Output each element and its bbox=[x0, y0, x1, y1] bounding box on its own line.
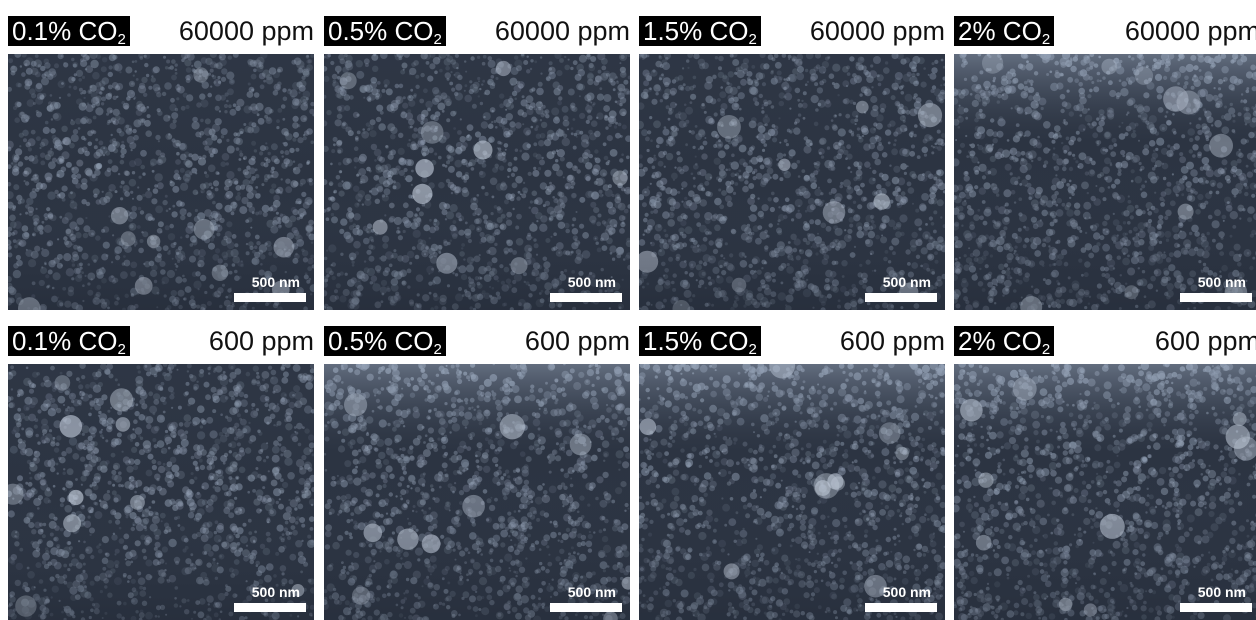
scale-bar-label: 500 nm bbox=[883, 274, 931, 290]
sem-panel-5: 0.1% CO2 600 ppm 500 nm bbox=[8, 318, 314, 574]
micrograph-texture bbox=[8, 364, 314, 620]
co2-label: 0.5% CO2 bbox=[324, 16, 446, 46]
co2-label: 0.1% CO2 bbox=[8, 326, 130, 356]
ppm-label: 600 ppm bbox=[1155, 326, 1256, 356]
co2-label: 0.1% CO2 bbox=[8, 16, 130, 46]
sem-panel-8: 2% CO2 600 ppm 500 nm bbox=[954, 318, 1256, 574]
scale-bar-label: 500 nm bbox=[568, 584, 616, 600]
scale-bar bbox=[234, 293, 306, 302]
co2-label: 2% CO2 bbox=[954, 326, 1054, 356]
scale-bar-label: 500 nm bbox=[252, 274, 300, 290]
sem-panel-6: 0.5% CO2 600 ppm 500 nm bbox=[324, 318, 630, 574]
scale-bar bbox=[1180, 603, 1252, 612]
panel-header: 1.5% CO2 600 ppm bbox=[639, 318, 945, 362]
sem-panel-7: 1.5% CO2 600 ppm 500 nm bbox=[639, 318, 945, 574]
sem-panel-4: 2% CO2 60000 ppm 500 nm bbox=[954, 8, 1256, 264]
sem-panel-2: 0.5% CO2 60000 ppm 500 nm bbox=[324, 8, 630, 264]
ppm-label: 60000 ppm bbox=[810, 16, 945, 46]
ppm-label: 60000 ppm bbox=[1125, 16, 1256, 46]
panel-header: 0.1% CO2 600 ppm bbox=[8, 318, 314, 362]
co2-label: 2% CO2 bbox=[954, 16, 1054, 46]
sem-micrograph: 500 nm bbox=[639, 364, 945, 620]
ppm-label: 60000 ppm bbox=[495, 16, 630, 46]
scale-bar bbox=[550, 603, 622, 612]
sem-micrograph: 500 nm bbox=[324, 54, 630, 310]
scale-bar bbox=[865, 603, 937, 612]
micrograph-texture bbox=[639, 364, 945, 620]
micrograph-texture bbox=[324, 364, 630, 620]
sem-micrograph: 500 nm bbox=[954, 54, 1256, 310]
micrograph-texture bbox=[8, 54, 314, 310]
scale-bar bbox=[234, 603, 306, 612]
sem-micrograph: 500 nm bbox=[8, 364, 314, 620]
scale-bar-label: 500 nm bbox=[1198, 274, 1246, 290]
sem-micrograph: 500 nm bbox=[954, 364, 1256, 620]
sem-micrograph: 500 nm bbox=[324, 364, 630, 620]
micrograph-texture bbox=[639, 54, 945, 310]
scale-bar bbox=[865, 293, 937, 302]
micrograph-texture bbox=[954, 54, 1256, 310]
co2-label: 0.5% CO2 bbox=[324, 326, 446, 356]
panel-header: 2% CO2 60000 ppm bbox=[954, 8, 1256, 52]
co2-label: 1.5% CO2 bbox=[639, 16, 761, 46]
micrograph-texture bbox=[954, 364, 1256, 620]
ppm-label: 600 ppm bbox=[209, 326, 314, 356]
panel-header: 1.5% CO2 60000 ppm bbox=[639, 8, 945, 52]
sem-micrograph: 500 nm bbox=[639, 54, 945, 310]
ppm-label: 600 ppm bbox=[525, 326, 630, 356]
co2-label: 1.5% CO2 bbox=[639, 326, 761, 356]
scale-bar-label: 500 nm bbox=[252, 584, 300, 600]
scale-bar-label: 500 nm bbox=[883, 584, 931, 600]
scale-bar bbox=[550, 293, 622, 302]
ppm-label: 600 ppm bbox=[840, 326, 945, 356]
panel-header: 0.1% CO2 60000 ppm bbox=[8, 8, 314, 52]
scale-bar-label: 500 nm bbox=[568, 274, 616, 290]
sem-micrograph: 500 nm bbox=[8, 54, 314, 310]
micrograph-texture bbox=[324, 54, 630, 310]
panel-header: 0.5% CO2 60000 ppm bbox=[324, 8, 630, 52]
sem-panel-1: 0.1% CO2 60000 ppm 500 nm bbox=[8, 8, 314, 264]
ppm-label: 60000 ppm bbox=[179, 16, 314, 46]
sem-panel-3: 1.5% CO2 60000 ppm 500 nm bbox=[639, 8, 945, 264]
scale-bar bbox=[1180, 293, 1252, 302]
panel-header: 2% CO2 600 ppm bbox=[954, 318, 1256, 362]
panel-header: 0.5% CO2 600 ppm bbox=[324, 318, 630, 362]
scale-bar-label: 500 nm bbox=[1198, 584, 1246, 600]
